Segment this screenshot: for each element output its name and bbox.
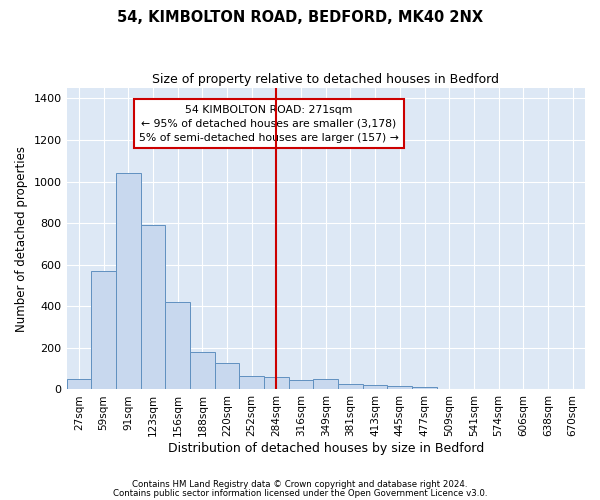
Bar (140, 225, 165, 390)
Bar (215, 364, 239, 390)
Text: Contains HM Land Registry data © Crown copyright and database right 2024.: Contains HM Land Registry data © Crown c… (132, 480, 468, 489)
Bar (165, 302, 190, 390)
Bar (116, 174, 140, 390)
Bar (239, 376, 264, 390)
Text: 54, KIMBOLTON ROAD, BEDFORD, MK40 2NX: 54, KIMBOLTON ROAD, BEDFORD, MK40 2NX (117, 10, 483, 25)
Bar (91, 271, 116, 390)
Bar (264, 377, 289, 390)
Bar (412, 388, 437, 390)
Bar (67, 379, 91, 390)
X-axis label: Distribution of detached houses by size in Bedford: Distribution of detached houses by size … (167, 442, 484, 455)
Title: Size of property relative to detached houses in Bedford: Size of property relative to detached ho… (152, 72, 499, 86)
Bar (388, 386, 412, 390)
Bar (289, 380, 313, 390)
Text: Contains public sector information licensed under the Open Government Licence v3: Contains public sector information licen… (113, 488, 487, 498)
Bar (313, 379, 338, 390)
Bar (190, 352, 215, 390)
Text: 54 KIMBOLTON ROAD: 271sqm
← 95% of detached houses are smaller (3,178)
5% of sem: 54 KIMBOLTON ROAD: 271sqm ← 95% of detac… (139, 104, 399, 142)
Bar (363, 385, 388, 390)
Bar (338, 384, 363, 390)
Y-axis label: Number of detached properties: Number of detached properties (15, 146, 28, 332)
